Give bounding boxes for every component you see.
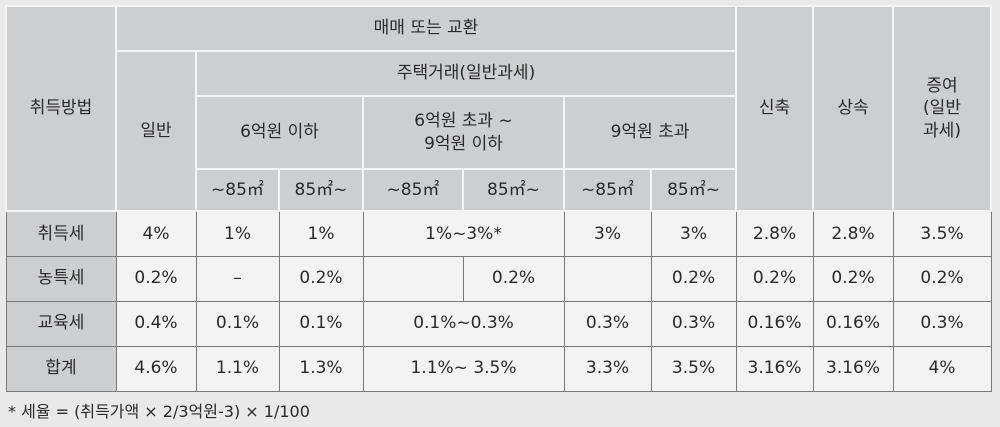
cell: 3.16% <box>735 345 814 392</box>
header-cell: 85㎡~ <box>278 168 364 212</box>
header-cell: 상속 <box>812 5 895 212</box>
cell: 0.3% <box>563 300 652 347</box>
cell: 0.2% <box>650 255 737 302</box>
cell: 0.2% <box>892 255 992 302</box>
header-cell: 85㎡~ <box>649 168 738 212</box>
cell: 0.1% <box>278 300 364 347</box>
cell: 0.3% <box>892 300 992 347</box>
cell: 0.3% <box>650 300 737 347</box>
row-label: 취득세 <box>5 210 117 257</box>
body-row: 합계 4.6% 1.1% 1.3% 1.1%~ 3.5% 3.3% 3.5% 3… <box>5 345 992 392</box>
cell: 0.2% <box>462 255 565 302</box>
cell: 3.3% <box>563 345 652 392</box>
cell: 2.8% <box>812 210 894 257</box>
header-cell: 6억원 이하 <box>195 95 364 170</box>
cell: 1.1% <box>195 345 280 392</box>
header-cell: 85㎡~ <box>462 168 565 212</box>
cell: 0.2% <box>735 255 814 302</box>
empty-cell <box>362 255 464 302</box>
empty-cell <box>563 255 652 302</box>
row-label: 교육세 <box>5 300 117 347</box>
cell: 4% <box>115 210 197 257</box>
cell: 4% <box>892 345 992 392</box>
cell: 0.2% <box>278 255 364 302</box>
cell: 1% <box>278 210 364 257</box>
cell: 1.1%~ 3.5% <box>362 345 565 392</box>
cell: – <box>195 255 280 302</box>
cell: 4.6% <box>115 345 197 392</box>
cell: 3% <box>650 210 737 257</box>
cell: 1.3% <box>278 345 364 392</box>
header-cell: 신축 <box>735 5 815 212</box>
tax-table: 취득방법 매매 또는 교환 신축 상속 증여 (일반 과세) 일반 주택거래(일… <box>5 5 993 392</box>
row-label: 농특세 <box>5 255 117 302</box>
cell: 1%~3%* <box>362 210 565 257</box>
header-cell: 매매 또는 교환 <box>114 5 738 52</box>
body-row: 취득세 4% 1% 1% 1%~3%* 3% 3% 2.8% 2.8% 3.5% <box>5 210 992 257</box>
header-row: 6억원 이하 6억원 초과 ~ 9억원 이하 9억원 초과 <box>6 95 991 170</box>
cell: 3.5% <box>650 345 737 392</box>
header-row: ~85㎡ 85㎡~ ~85㎡ 85㎡~ ~85㎡ 85㎡~ <box>6 168 991 212</box>
cell: 3.16% <box>812 345 894 392</box>
cell: 0.2% <box>115 255 197 302</box>
header-cell: 취득방법 <box>5 5 117 212</box>
body-row: 농특세 0.2% – 0.2% 0.2% 0.2% 0.2% 0.2% 0.2% <box>5 255 992 302</box>
cell: 2.8% <box>735 210 814 257</box>
header-cell: ~85㎡ <box>362 168 464 212</box>
body-row: 교육세 0.4% 0.1% 0.1% 0.1%~0.3% 0.3% 0.3% 0… <box>5 300 992 347</box>
header-cell: 주택거래(일반과세) <box>194 50 738 97</box>
cell: 0.2% <box>812 255 894 302</box>
cell: 3% <box>563 210 652 257</box>
footnote: * 세율 = (취득가액 × 2/3억원-3) × 1/100 <box>8 402 310 421</box>
cell: 0.1% <box>195 300 280 347</box>
header-cell: 증여 (일반 과세) <box>892 5 993 212</box>
cell: 0.4% <box>115 300 197 347</box>
header-cell: ~85㎡ <box>563 168 652 212</box>
header-row: 일반 주택거래(일반과세) <box>6 50 991 212</box>
header-row: 취득방법 매매 또는 교환 신축 상속 증여 (일반 과세) <box>5 5 993 212</box>
row-label: 합계 <box>5 345 117 392</box>
cell: 0.16% <box>735 300 814 347</box>
cell: 3.5% <box>892 210 992 257</box>
cell: 0.16% <box>812 300 894 347</box>
header-cell: ~85㎡ <box>195 168 280 212</box>
cell: 1% <box>195 210 280 257</box>
cell: 0.1%~0.3% <box>362 300 565 347</box>
header-cell: 일반 <box>115 50 197 212</box>
header-cell: 6억원 초과 ~ 9억원 이하 <box>362 95 565 170</box>
header-cell: 9억원 초과 <box>562 95 738 170</box>
